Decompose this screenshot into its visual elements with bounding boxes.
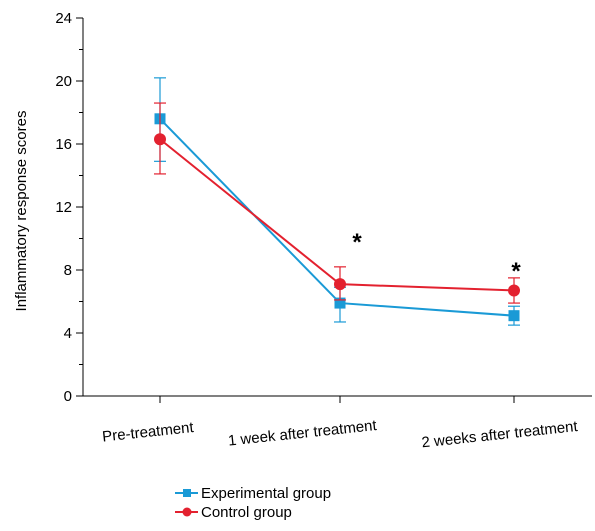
y-tick-label: 16 bbox=[55, 136, 72, 153]
x-tick-label: 1 week after treatment bbox=[227, 417, 378, 450]
legend-item-experimental: Experimental group bbox=[175, 485, 331, 502]
plot-area bbox=[154, 77, 520, 326]
x-tick-label: Pre-treatment bbox=[101, 419, 195, 446]
y-tick-label: 4 bbox=[64, 325, 72, 342]
y-axis: 0 4 8 12 16 20 24 Inflammatory response scores bbox=[13, 10, 84, 405]
data-point bbox=[508, 310, 520, 322]
annotations: ** bbox=[352, 229, 521, 285]
y-ticks: 0 4 8 12 16 20 24 bbox=[55, 10, 83, 405]
legend-label: Experimental group bbox=[201, 485, 331, 502]
significance-asterisk: * bbox=[511, 258, 521, 285]
y-tick-label: 20 bbox=[55, 73, 72, 90]
y-tick-label: 8 bbox=[64, 262, 72, 279]
y-tick-label: 0 bbox=[64, 388, 72, 405]
legend: Experimental group Control group bbox=[175, 485, 331, 521]
data-point bbox=[154, 133, 166, 146]
data-point bbox=[508, 284, 520, 297]
x-ticks: Pre-treatment 1 week after treatment 2 wee… bbox=[101, 396, 579, 451]
data-point bbox=[334, 297, 346, 309]
y-tick-label: 12 bbox=[55, 199, 72, 216]
x-axis: Pre-treatment 1 week after treatment 2 wee… bbox=[83, 395, 592, 451]
series-control bbox=[154, 102, 520, 304]
x-tick-label: 2 weeks after treatment bbox=[421, 418, 579, 451]
legend-label: Control group bbox=[201, 504, 292, 521]
series-line bbox=[159, 138, 515, 292]
y-tick-label: 24 bbox=[55, 10, 72, 27]
legend-item-control: Control group bbox=[175, 504, 292, 521]
data-point bbox=[334, 278, 346, 291]
significance-asterisk: * bbox=[352, 229, 362, 256]
legend-marker bbox=[183, 489, 191, 497]
y-axis-label: Inflammatory response scores bbox=[13, 111, 30, 312]
legend-marker bbox=[182, 507, 192, 517]
